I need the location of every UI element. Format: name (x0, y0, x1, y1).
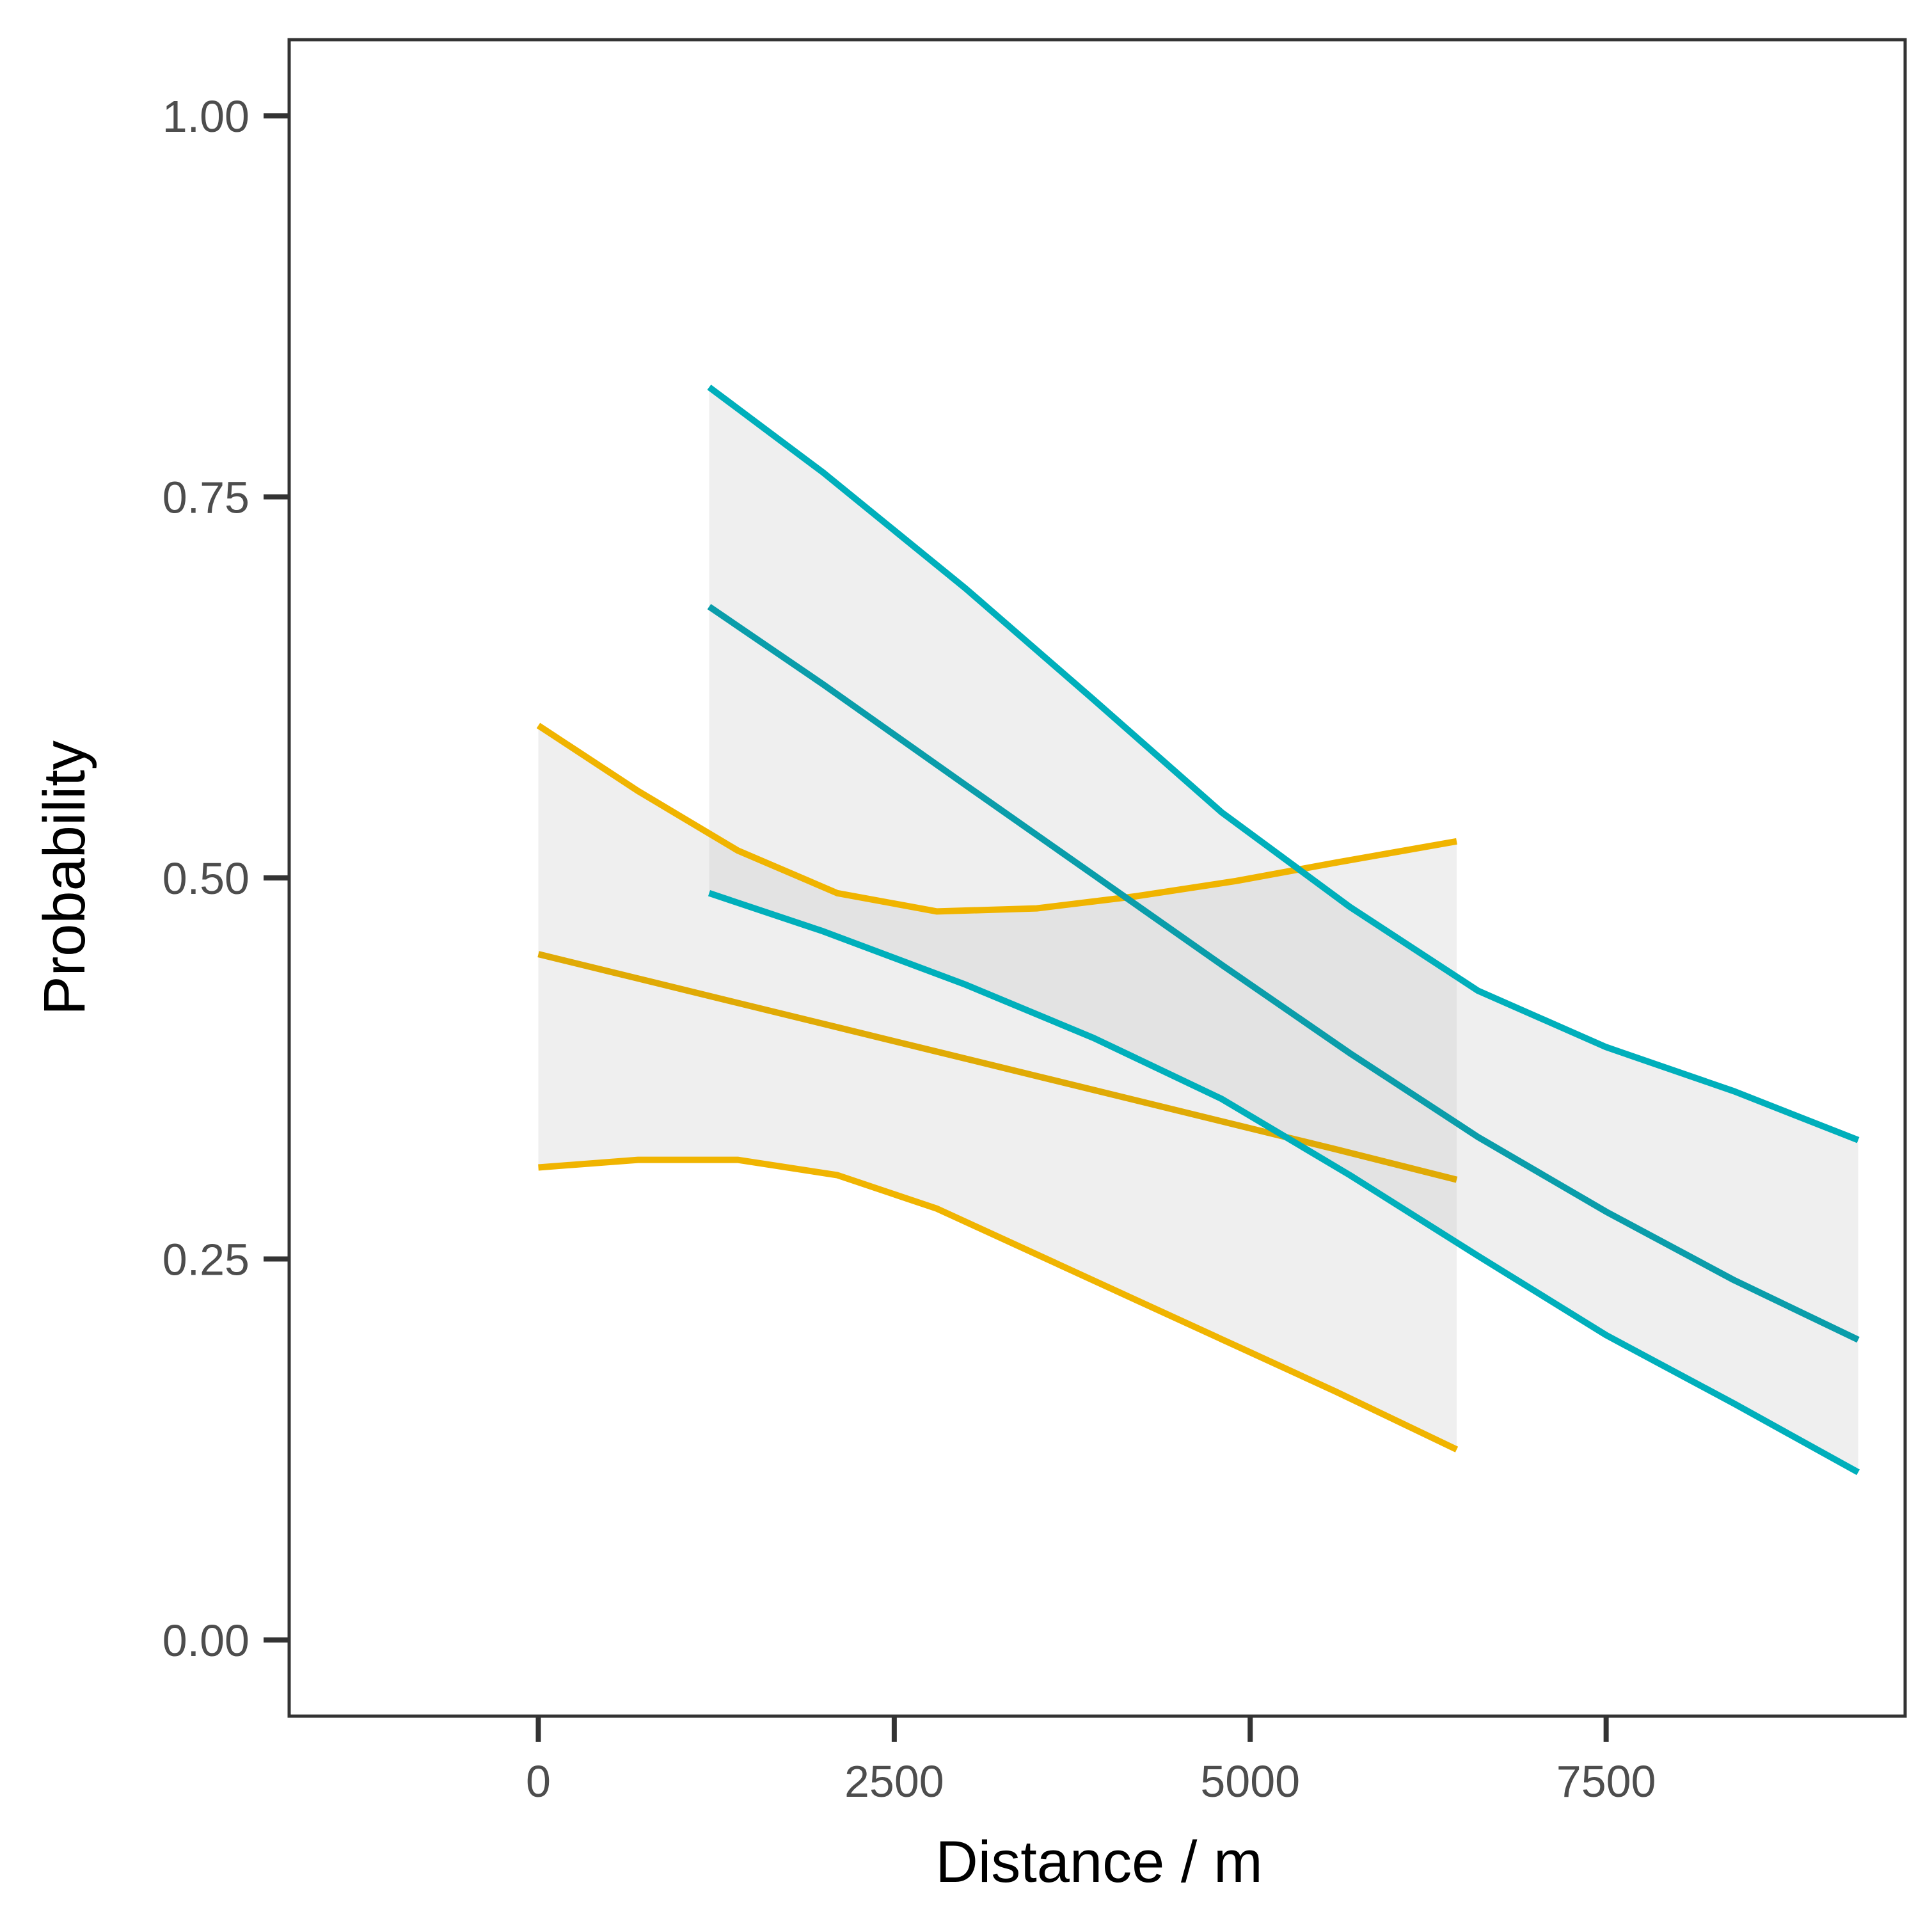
x-axis: 0 2500 5000 7500 (526, 1717, 1656, 1806)
x-tick-label: 0 (526, 1756, 551, 1806)
orange-upper-bound-line (536, 722, 1457, 915)
y-axis: 0.00 0.25 0.50 0.75 1.00 (162, 92, 288, 1666)
y-tick-label: 0.25 (162, 1234, 249, 1284)
y-tick-label: 0.75 (162, 473, 249, 523)
teal-upper-bound-line (707, 385, 1860, 1143)
x-tick-label: 2500 (844, 1756, 944, 1806)
teal-lower-bound-line (708, 890, 1860, 1476)
panel-border (287, 38, 1907, 1718)
confidence-ribbons (538, 387, 1858, 1472)
x-tick-label: 5000 (1200, 1756, 1300, 1806)
x-axis-title: Distance / m (935, 1829, 1262, 1895)
series-lines (536, 385, 1860, 1476)
y-tick-label: 1.00 (162, 92, 249, 141)
teal-confidence-ribbon (709, 387, 1858, 1472)
y-tick-label: 0.50 (162, 854, 249, 904)
orange-confidence-ribbon (538, 725, 1457, 1450)
orange-lower-bound-line (538, 1156, 1459, 1453)
teal-fit-line (707, 603, 1860, 1343)
y-axis-title: Probability (32, 740, 97, 1015)
x-tick-label: 7500 (1556, 1756, 1656, 1806)
y-tick-label: 0.00 (162, 1616, 249, 1666)
